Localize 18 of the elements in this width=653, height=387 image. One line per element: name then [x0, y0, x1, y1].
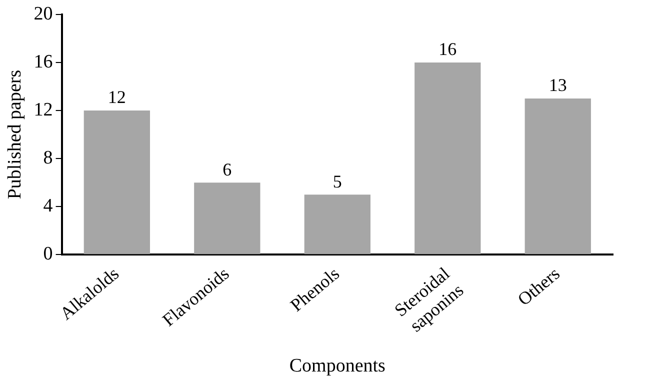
bar [414, 62, 481, 254]
bar [84, 110, 150, 254]
x-axis-title: Components [289, 356, 386, 377]
data-label: 6 [222, 159, 232, 180]
data-label: 5 [332, 171, 342, 192]
data-label: 13 [548, 75, 567, 96]
data-label: 12 [108, 87, 126, 108]
y-axis-title: Published papers [4, 70, 26, 200]
y-tick-label: 0 [43, 244, 53, 265]
data-label: 16 [438, 39, 457, 60]
y-tick-label: 4 [43, 196, 54, 217]
y-tick-label: 20 [34, 3, 53, 24]
y-tick-label: 8 [43, 148, 53, 169]
bar [524, 98, 591, 254]
bar [194, 182, 260, 254]
y-tick-label: 12 [34, 99, 53, 120]
y-tick-label: 16 [34, 51, 53, 72]
bar [304, 194, 370, 254]
